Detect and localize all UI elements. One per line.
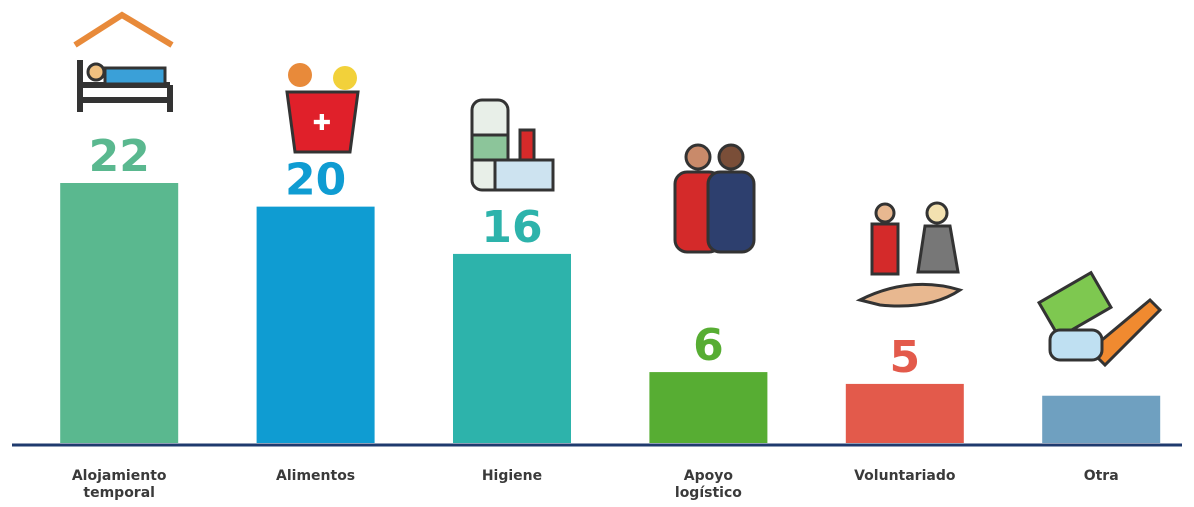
x-tick-label: Apoyo logístico	[653, 468, 763, 502]
x-tick-label: Higiene	[457, 468, 567, 485]
bar	[257, 207, 375, 443]
x-tick-label: Voluntariado	[850, 468, 960, 485]
icon-other	[1039, 273, 1160, 365]
icon-people	[675, 145, 754, 252]
x-tick-label: Alimentos	[261, 468, 371, 485]
value-label: 16	[481, 202, 542, 253]
bar	[649, 372, 767, 443]
chart-canvas: ✚ 22 20 16 6 5	[0, 0, 1194, 507]
value-label: 5	[889, 332, 920, 383]
x-tick-label: Otra	[1046, 468, 1156, 485]
bar	[846, 384, 964, 443]
value-label: 20	[285, 155, 346, 206]
svg-text:✚: ✚	[313, 111, 331, 136]
chart: ✚ 22 20 16 6 5 Alojamiento temporal Alimentos…	[0, 0, 1194, 507]
x-tick-label: Alojamiento temporal	[64, 468, 174, 502]
bar	[1042, 396, 1160, 443]
bar	[453, 254, 571, 443]
bar	[60, 183, 178, 443]
icon-bed	[75, 15, 172, 112]
icon-basket: ✚	[287, 63, 358, 152]
value-label: 22	[89, 131, 150, 182]
icon-volunteer	[860, 203, 960, 306]
value-label: 6	[693, 320, 724, 371]
icon-hygiene	[472, 100, 553, 190]
